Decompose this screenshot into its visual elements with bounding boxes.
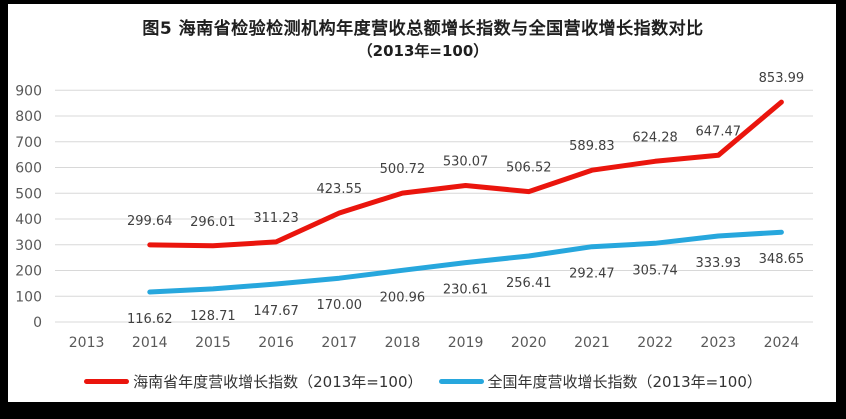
data-label: 311.23: [253, 211, 299, 226]
x-axis-tick-label: 2014: [132, 335, 168, 351]
y-axis-tick-label: 700: [15, 135, 42, 151]
data-label: 530.07: [443, 155, 489, 170]
data-label: 147.67: [253, 304, 299, 319]
x-axis-tick-label: 2023: [700, 335, 736, 351]
data-label: 506.52: [506, 161, 552, 176]
chart-legend: 海南省年度营收增长指数（2013年=100） 全国年度营收增长指数（2013年=…: [0, 371, 846, 392]
y-axis-tick-label: 100: [15, 289, 42, 305]
data-label: 500.72: [380, 162, 426, 177]
x-axis-tick-label: 2020: [511, 335, 547, 351]
data-label: 348.65: [759, 252, 805, 267]
national-series-line: [147, 229, 784, 295]
data-label: 647.47: [696, 124, 742, 139]
hainan-series-line: [147, 99, 784, 249]
data-label: 116.62: [127, 312, 173, 327]
y-axis-tick-label: 900: [15, 83, 42, 99]
y-axis-tick-label: 500: [15, 186, 42, 202]
data-label: 128.71: [190, 309, 236, 324]
data-label: 200.96: [380, 290, 426, 305]
x-axis-tick-label: 2016: [258, 335, 294, 351]
data-label: 299.64: [127, 214, 173, 229]
x-axis-tick-label: 2017: [321, 335, 357, 351]
hainan-line-swatch-icon: [84, 379, 130, 384]
data-label: 292.47: [569, 267, 615, 282]
chart-title: 图5 海南省检验检测机构年度营收总额增长指数与全国营收增长指数对比: [142, 19, 704, 39]
data-label: 853.99: [759, 71, 805, 86]
y-axis-tick-label: 0: [33, 315, 42, 331]
chart-subtitle: （2013年=100）: [357, 42, 489, 60]
x-axis-tick-label: 2013: [69, 335, 105, 351]
national-line-swatch-icon: [438, 379, 484, 384]
y-axis-tick-label: 800: [15, 109, 42, 125]
chart-canvas: [8, 4, 836, 402]
x-axis-tick-label: 2015: [195, 335, 231, 351]
legend-label-hainan: 海南省年度营收增长指数（2013年=100）: [133, 373, 423, 391]
y-axis-tick-label: 600: [15, 161, 42, 177]
legend-item-hainan: 海南省年度营收增长指数（2013年=100）: [84, 371, 423, 392]
legend-label-national: 全国年度营收增长指数（2013年=100）: [487, 373, 762, 391]
data-label: 305.74: [632, 263, 678, 278]
data-label: 423.55: [317, 182, 363, 197]
data-label: 256.41: [506, 276, 552, 291]
data-label: 624.28: [632, 130, 678, 145]
legend-item-national: 全国年度营收增长指数（2013年=100）: [438, 371, 762, 392]
y-axis-tick-label: 200: [15, 264, 42, 280]
x-axis-tick-label: 2024: [764, 335, 800, 351]
x-axis-tick-label: 2018: [385, 335, 421, 351]
y-axis-tick-label: 300: [15, 238, 42, 254]
data-label: 230.61: [443, 283, 489, 298]
y-axis-tick-label: 400: [15, 212, 42, 228]
x-axis-tick-label: 2021: [574, 335, 610, 351]
data-label: 170.00: [317, 298, 363, 313]
data-label: 589.83: [569, 139, 615, 154]
x-axis-tick-label: 2022: [637, 335, 673, 351]
data-label: 296.01: [190, 215, 236, 230]
data-label: 333.93: [696, 256, 742, 271]
x-axis-tick-label: 2019: [448, 335, 484, 351]
